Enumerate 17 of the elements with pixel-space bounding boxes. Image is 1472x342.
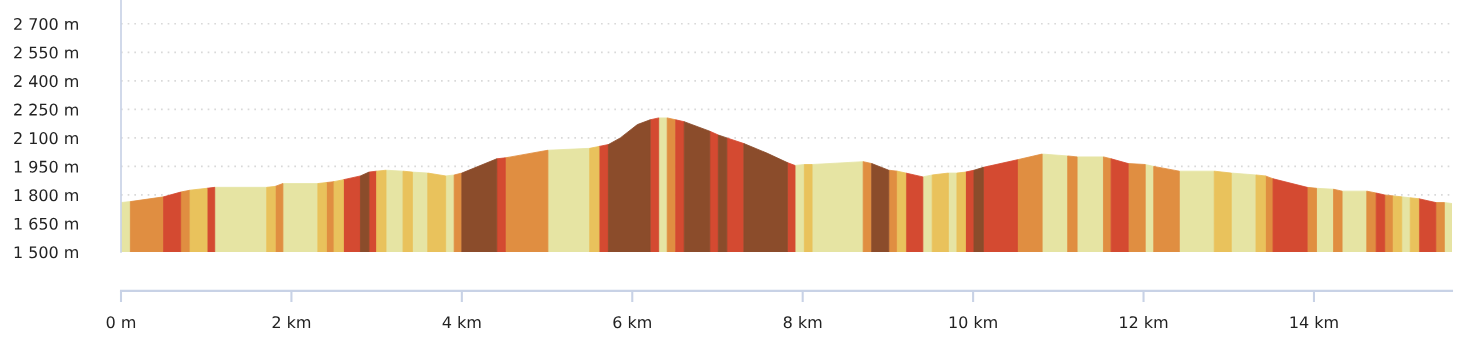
y-tick-label: 1 500 m (14, 246, 78, 259)
y-tick-label: 2 250 m (14, 103, 78, 116)
x-tick-label: 4 km (442, 315, 481, 329)
y-tick-label: 2 100 m (14, 132, 78, 145)
x-tick-label: 0 m (106, 316, 136, 329)
y-tick-label: 1 650 m (14, 217, 78, 230)
y-tick-label: 1 800 m (14, 189, 78, 202)
y-tick-label: 1 950 m (14, 160, 78, 173)
x-tick-label: 12 km (1120, 315, 1168, 329)
x-tick-label: 2 km (272, 315, 311, 329)
x-tick-label: 8 km (783, 315, 822, 329)
y-tick-label: 2 700 m (14, 17, 78, 31)
y-tick-label: 2 550 m (14, 46, 78, 59)
x-tick-label: 14 km (1290, 315, 1338, 329)
y-tick-label: 2 400 m (14, 75, 78, 88)
x-tick-label: 10 km (949, 315, 997, 329)
x-tick-label: 6 km (613, 315, 651, 329)
